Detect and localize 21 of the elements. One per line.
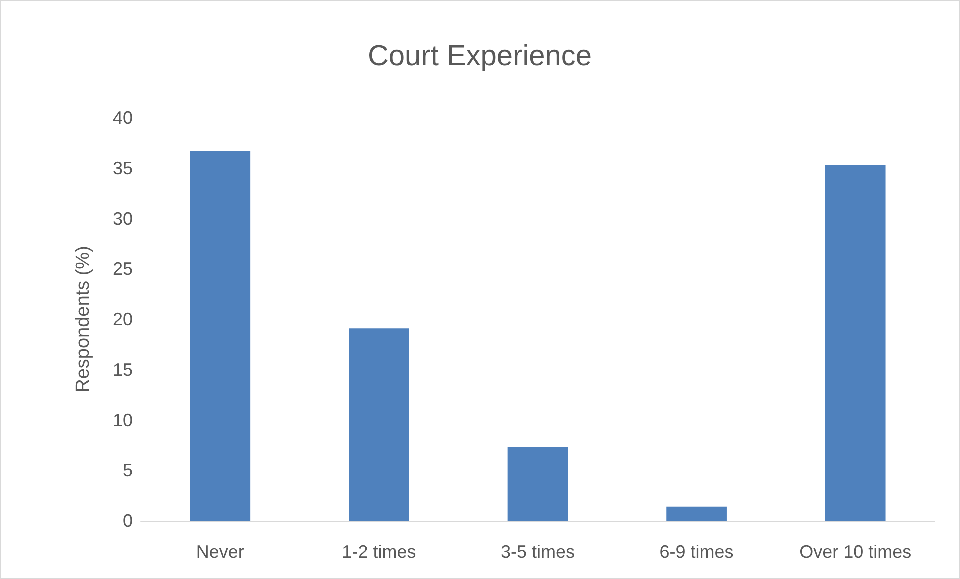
- y-axis-title: Respondents (%): [73, 246, 94, 393]
- x-tick-label: 3-5 times: [500, 542, 576, 562]
- bar: [190, 151, 251, 521]
- x-tick-label: Never: [196, 542, 244, 562]
- x-tick-label: 6-9 times: [660, 542, 734, 562]
- x-tick-label: Over 10 times: [800, 542, 912, 562]
- y-tick-label: 20: [112, 310, 133, 330]
- bar: [508, 447, 568, 521]
- bar: [349, 328, 410, 521]
- y-tick-label: 40: [112, 108, 133, 128]
- y-tick-label: 0: [122, 511, 133, 531]
- y-tick-label: 35: [112, 158, 133, 178]
- y-tick-label: 10: [112, 410, 133, 430]
- x-tick-label: 1-2 times: [342, 542, 416, 562]
- y-tick-label: 5: [122, 460, 133, 481]
- bar: [666, 506, 727, 521]
- bar: [825, 165, 886, 521]
- y-tick-label: 30: [112, 208, 133, 229]
- y-tick-label: 25: [112, 259, 133, 280]
- chart-title: Court Experience: [368, 40, 592, 72]
- y-tick-label: 15: [112, 360, 133, 380]
